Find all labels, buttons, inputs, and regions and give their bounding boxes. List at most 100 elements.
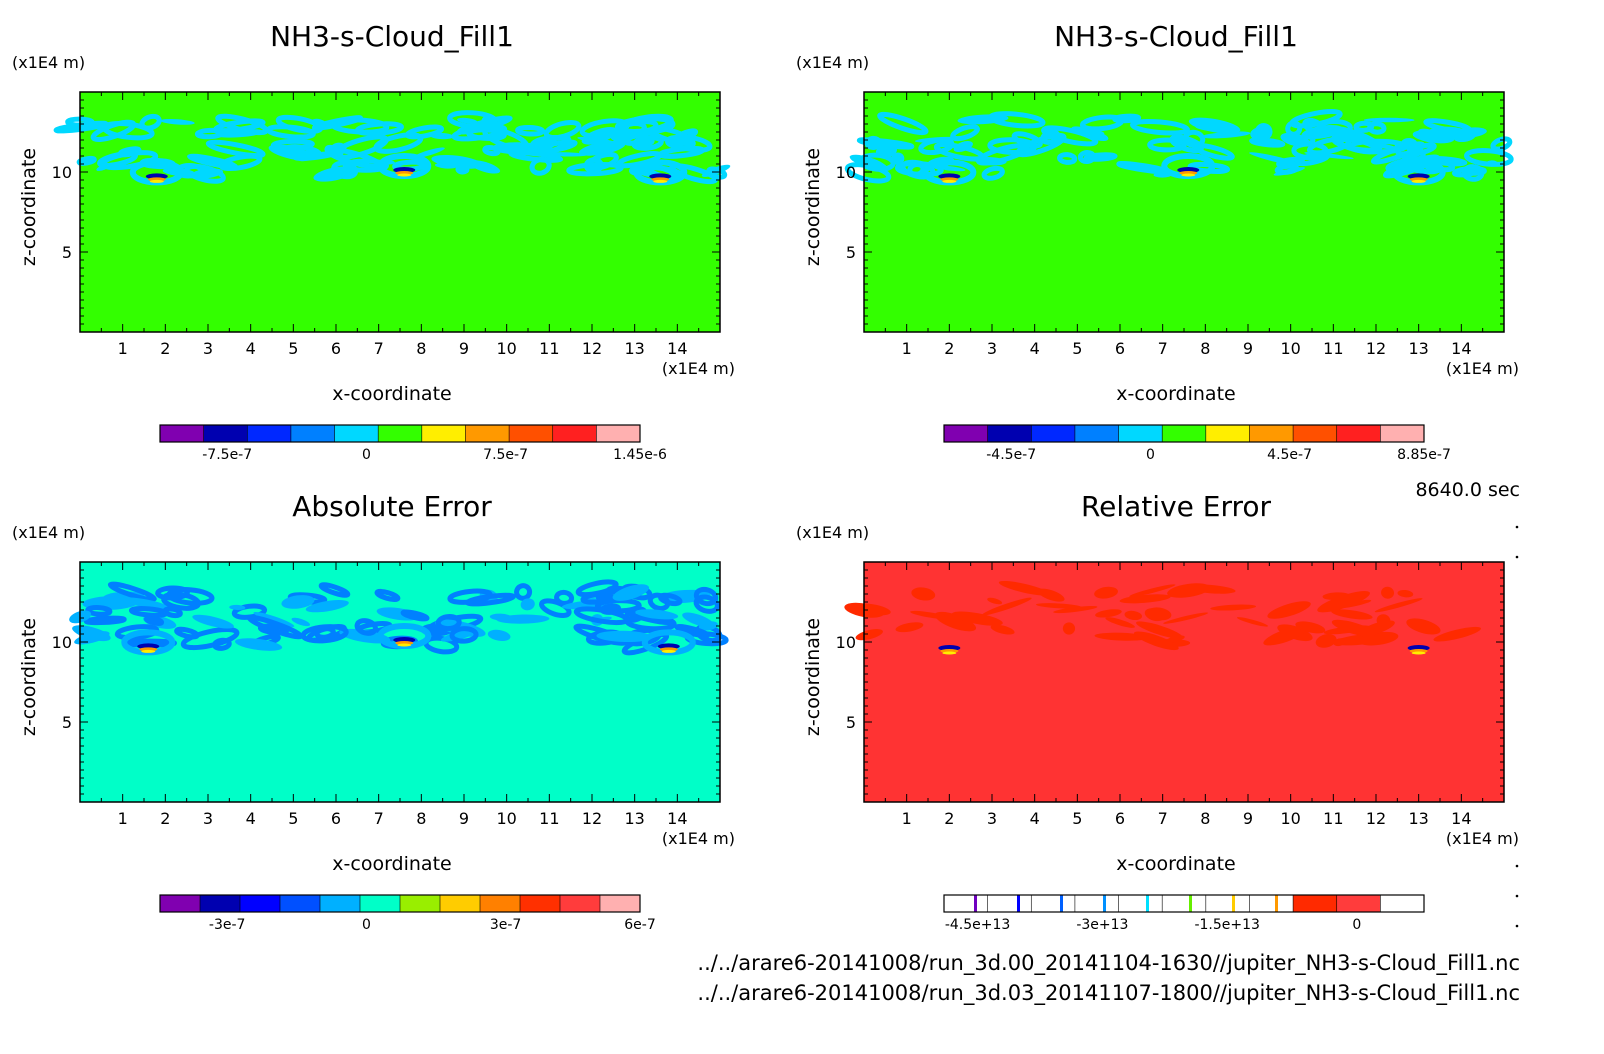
colorbar-tick-label: 0: [1146, 447, 1155, 463]
panel-nh3-cloud-run00: NH3-s-Cloud_Fill1 (x1E4 m) z-coordinate …: [12, 20, 735, 463]
y-axis-label: z-coordinate: [18, 618, 40, 736]
colorbar-swatch: [160, 425, 205, 442]
dipole-feature: [121, 629, 176, 656]
colorbar-swatch: [290, 425, 336, 442]
colorbar-swatch: [280, 895, 321, 912]
colorbar-swatch: [1336, 895, 1381, 912]
y-axis-label: z-coordinate: [18, 148, 40, 266]
colorbar-swatch: [1074, 895, 1120, 912]
x-tick-label: 3: [203, 809, 213, 828]
dipole-feature: [641, 629, 696, 656]
colorbar-swatch: [1249, 425, 1294, 442]
colorbar-tick-label: 8.85e-7: [1397, 447, 1451, 463]
x-tick-label: 5: [1072, 809, 1082, 828]
colorbar: -7.5e-7 0 7.5e-7 1.45e-6: [159, 424, 667, 463]
colorbar-swatch: [240, 895, 281, 912]
colorbar-swatch: [1380, 425, 1425, 442]
x-tick-label: 6: [331, 809, 341, 828]
x-tick-label: 14: [1451, 339, 1471, 358]
x-tick-label: 3: [203, 339, 213, 358]
x-tick-label: 12: [1366, 809, 1386, 828]
dipole-feature: [129, 159, 184, 186]
colorbar-swatch: [1031, 895, 1076, 912]
colorbar-swatch: [509, 425, 554, 442]
y-tick-label: 10: [836, 163, 856, 182]
margin-dots: [1515, 525, 1519, 928]
y-tick-label: 10: [52, 163, 72, 182]
colorbar-tick-label: 6e-7: [624, 917, 655, 933]
colorbar-tick-label: -4.5e-7: [986, 447, 1036, 463]
dipole-feature: [1391, 159, 1446, 186]
colorbar-swatch: [334, 425, 379, 442]
x-tick-label: 1: [902, 809, 912, 828]
x-axis-label: x-coordinate: [1116, 383, 1235, 405]
colorbar-swatch: [600, 895, 641, 912]
colorbar-swatch: [320, 895, 361, 912]
y-tick-label: 10: [52, 633, 72, 652]
colorbar-tick-label: 0: [1352, 917, 1361, 933]
x-tick-label: 1: [902, 339, 912, 358]
colorbar-swatch: [421, 425, 466, 442]
x-tick-label: 10: [1280, 339, 1300, 358]
x-tick-label: 9: [459, 809, 469, 828]
dipole-feature: [1407, 645, 1430, 655]
x-tick-label: 7: [374, 339, 384, 358]
dipole-feature: [938, 645, 961, 655]
colorbar-tick-label: 1.45e-6: [613, 447, 667, 463]
x-tick-label: 11: [1323, 809, 1343, 828]
colorbar-tick-label: 3e-7: [490, 917, 521, 933]
heatmap-field: [864, 562, 1504, 802]
colorbar-swatch: [1380, 895, 1425, 912]
colorbar-swatch: [987, 895, 1032, 912]
y-axis-label: z-coordinate: [802, 618, 824, 736]
colorbar-swatch: [944, 895, 989, 912]
x-tick-label: 13: [1408, 339, 1428, 358]
panel-title: Absolute Error: [292, 490, 492, 523]
colorbar-swatch: [400, 895, 441, 912]
y-tick-label: 5: [846, 713, 856, 732]
panel-title: NH3-s-Cloud_Fill1: [270, 20, 514, 53]
colorbar-swatch: [944, 425, 989, 442]
x-tick-label: 10: [1280, 809, 1300, 828]
x-unit-label: (x1E4 m): [1446, 359, 1519, 378]
dipole-feature: [377, 153, 432, 179]
colorbar-tick-label: -3e-7: [209, 917, 246, 933]
cloud-layer-texture: [69, 579, 729, 656]
x-unit-label: (x1E4 m): [662, 359, 735, 378]
x-tick-label: 2: [160, 339, 170, 358]
x-axis-label: x-coordinate: [332, 383, 451, 405]
colorbar-tick-label: 0: [362, 447, 371, 463]
x-tick-label: 13: [624, 339, 644, 358]
panel-title: NH3-s-Cloud_Fill1: [1054, 20, 1298, 53]
colorbar-swatch: [378, 425, 423, 442]
colorbar: -3e-7 0 3e-7 6e-7: [159, 894, 656, 933]
colorbar-swatch: [440, 895, 481, 912]
colorbar-swatch: [1118, 895, 1163, 912]
x-tick-label: 10: [496, 809, 516, 828]
x-tick-label: 11: [539, 339, 559, 358]
colorbar-swatch: [987, 425, 1032, 442]
x-tick-label: 1: [118, 339, 128, 358]
colorbar-tick-label: -1.5e+13: [1194, 917, 1259, 933]
x-tick-label: 4: [246, 339, 256, 358]
y-tick-label: 5: [62, 713, 72, 732]
panel-relative-error: Relative Error (x1E4 m) z-coordinate (x1…: [796, 490, 1519, 933]
colorbar-swatch: [1293, 425, 1338, 442]
file-path-2: ../../arare6-20141008/run_3d.03_20141107…: [697, 981, 1520, 1006]
colorbar-swatch: [203, 425, 248, 442]
colorbar-swatch: [1205, 425, 1250, 442]
dipole-feature: [377, 623, 432, 649]
colorbar: -4.5e-7 0 4.5e-7 8.85e-7: [943, 424, 1451, 463]
x-tick-label: 14: [1451, 809, 1471, 828]
x-tick-label: 1: [118, 809, 128, 828]
y-axis-label: z-coordinate: [802, 148, 824, 266]
x-tick-label: 5: [288, 339, 298, 358]
x-tick-label: 14: [667, 809, 687, 828]
x-tick-label: 12: [1366, 339, 1386, 358]
colorbar-swatch: [596, 425, 641, 442]
colorbar-swatch: [160, 895, 201, 912]
colorbar-swatch: [1162, 895, 1207, 912]
x-tick-label: 4: [246, 809, 256, 828]
x-tick-label: 8: [416, 339, 426, 358]
